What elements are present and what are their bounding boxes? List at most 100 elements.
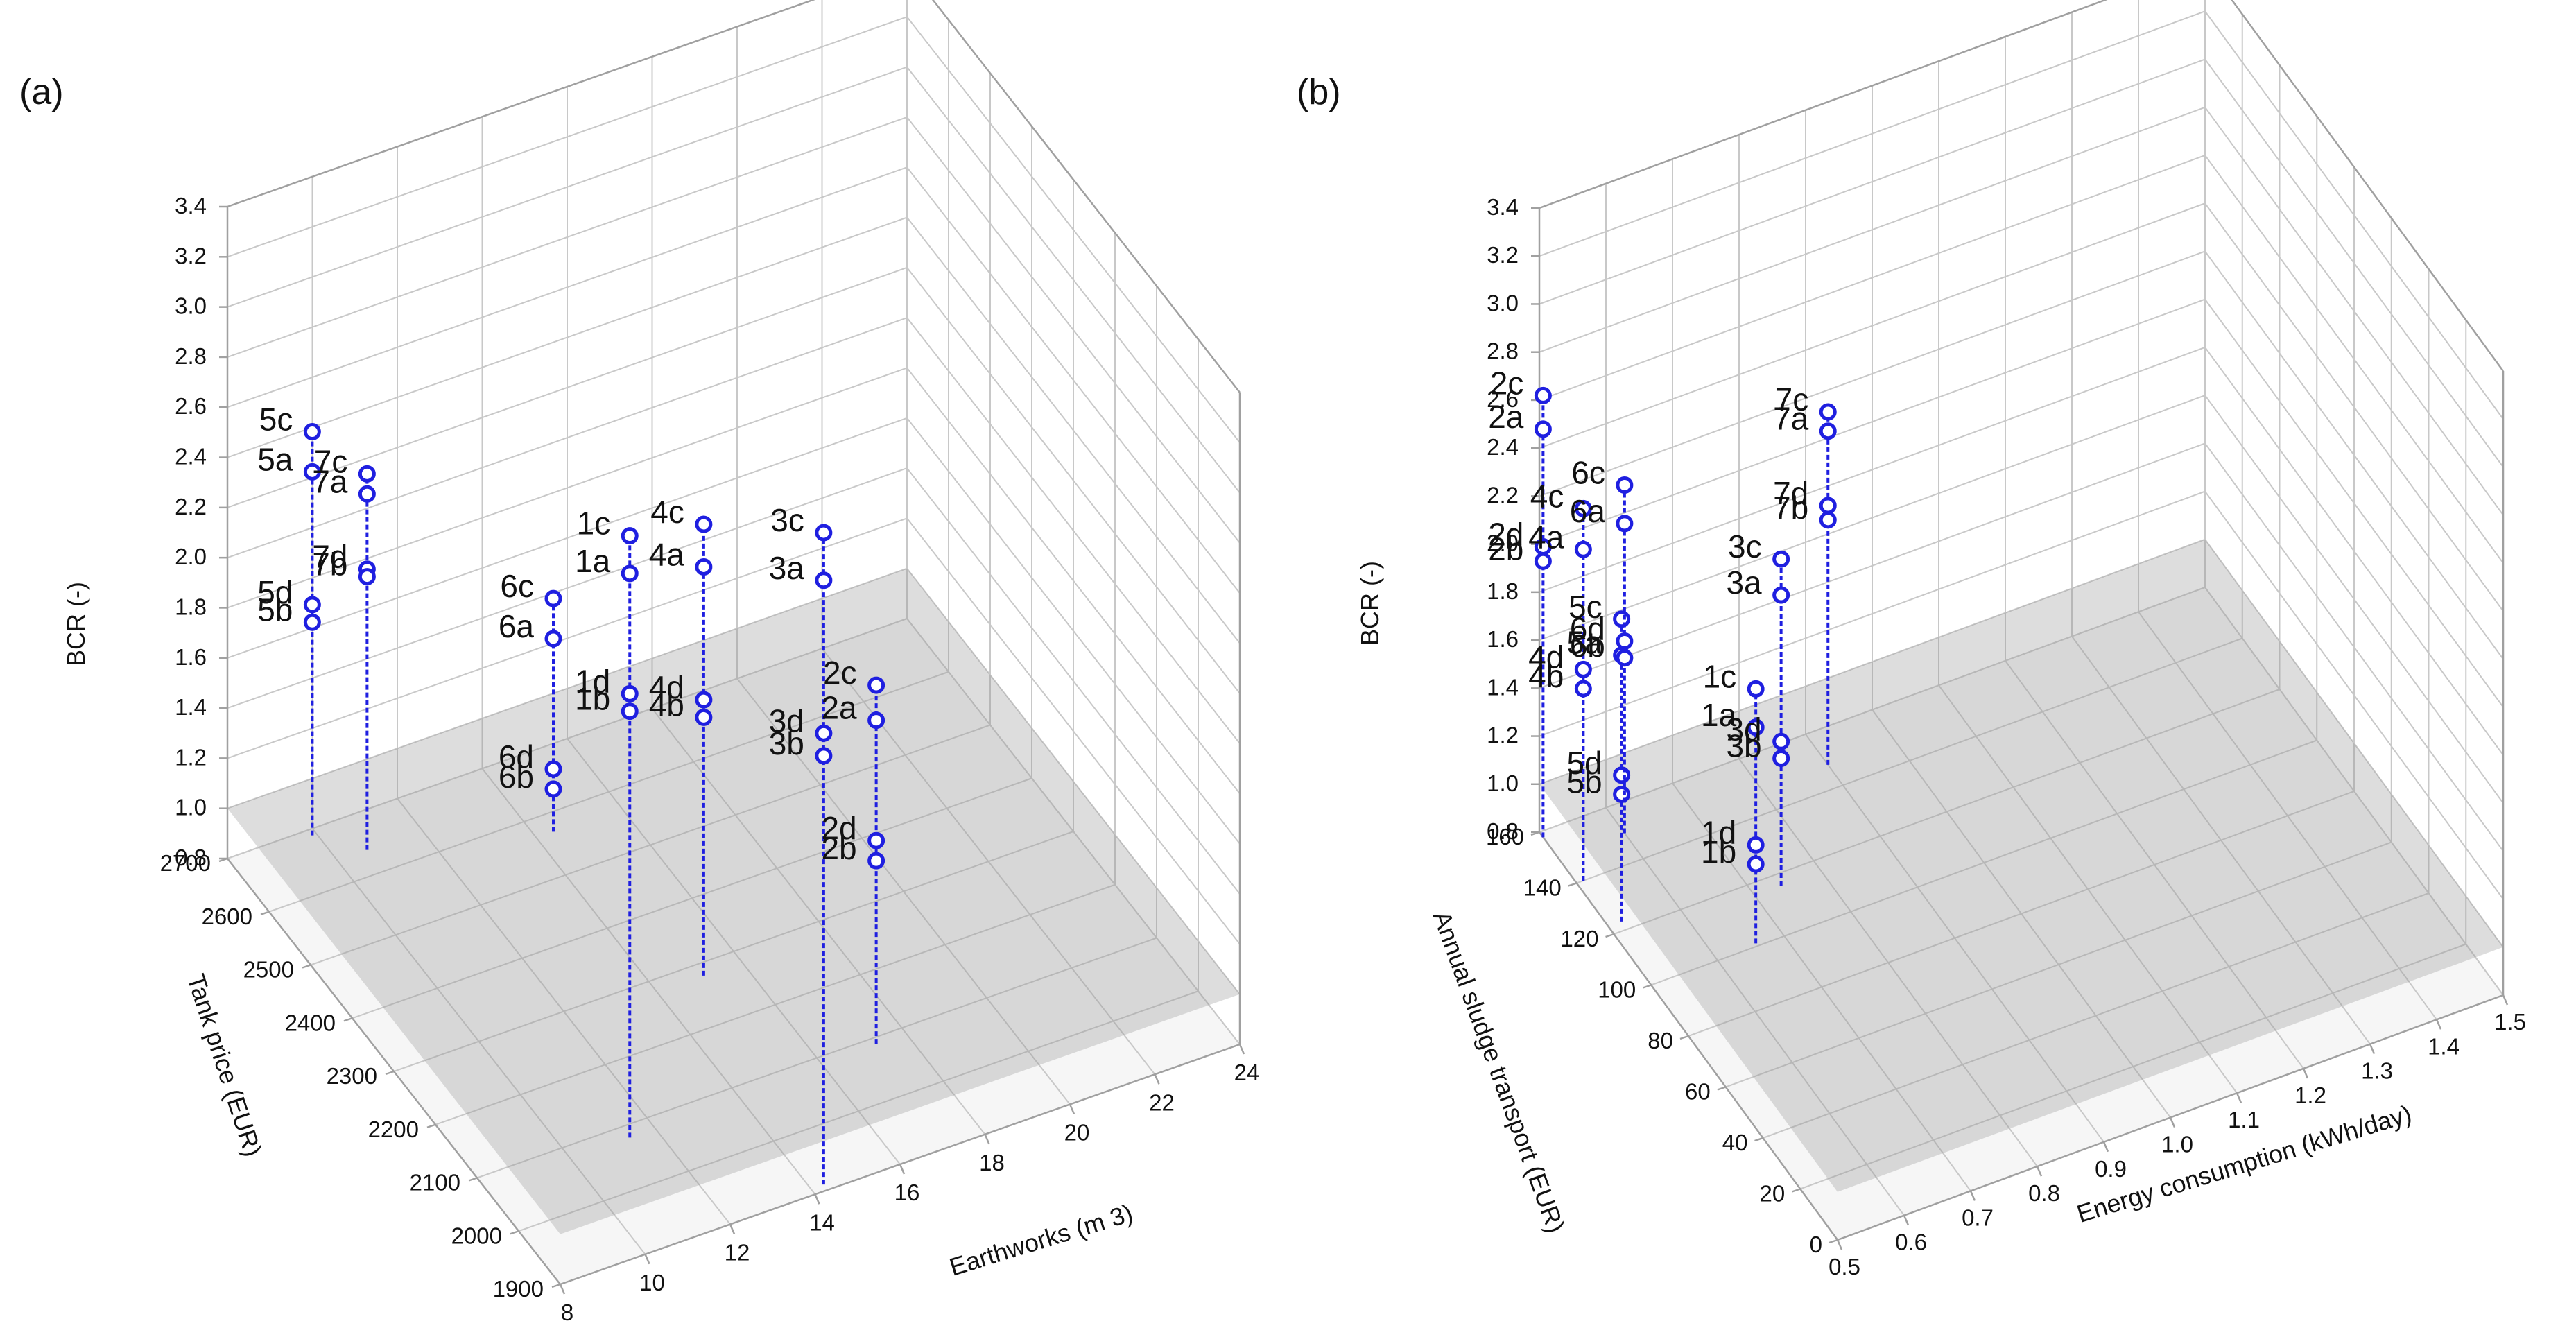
data-point-label: 1c [1703, 658, 1737, 694]
z-tick-label: 3.2 [175, 243, 207, 268]
side-wall-grid-line [906, 417, 1241, 845]
side-wall-grid-line [906, 317, 1241, 744]
back-wall-grid-line [227, 116, 908, 358]
data-point-label: 3c [770, 502, 804, 538]
back-wall-grid-line [227, 16, 908, 258]
x-tick-label: 22 [1149, 1089, 1175, 1115]
y-tick-mark [1568, 882, 1577, 887]
data-point-label: 5a [257, 441, 293, 477]
back-wall-grid-line [1539, 298, 2206, 545]
data-point-label: 7a [1773, 401, 1809, 437]
data-point-label: 1b [1701, 834, 1736, 870]
data-point [544, 780, 562, 798]
data-point [358, 568, 376, 586]
data-point [1616, 515, 1634, 533]
x-tick-mark [2502, 994, 2509, 1006]
x-tick-label: 8 [561, 1300, 573, 1325]
y-tick-mark [1754, 1137, 1763, 1142]
y-tick-mark [1829, 1239, 1838, 1244]
x-tick-label: 0.8 [2028, 1180, 2060, 1206]
side-wall-grid-line [2204, 202, 2504, 612]
data-point [1616, 632, 1634, 650]
data-point [544, 760, 562, 778]
x-tick-mark [899, 1164, 906, 1175]
y-tick-mark [343, 1017, 353, 1022]
x-tick-label: 10 [639, 1270, 665, 1295]
data-point-label: 6b [1570, 628, 1605, 664]
y-tick-mark [1642, 984, 1652, 989]
z-tick-label: 1.0 [1487, 770, 1519, 796]
data-point [303, 613, 321, 631]
x-tick-label: 1.0 [2161, 1132, 2193, 1157]
data-point [867, 831, 885, 849]
data-point-label: 2d [821, 810, 856, 846]
data-point [1747, 855, 1765, 873]
floor-grid-line [393, 831, 1074, 1072]
floor-grid-line [1799, 943, 2466, 1190]
floor-grid-line [1614, 689, 2280, 935]
data-point [544, 589, 562, 607]
x-tick-label: 1.5 [2494, 1009, 2526, 1035]
y-tick-mark [385, 1070, 395, 1076]
x-tick-label: 20 [1064, 1120, 1090, 1146]
side-wall-grid-line [2204, 250, 2504, 659]
data-point [1616, 649, 1634, 667]
data-point [815, 571, 833, 589]
data-point [1819, 422, 1837, 440]
back-wall-grid-line [227, 66, 908, 308]
back-wall-grid-line [1539, 58, 2206, 305]
side-wall-grid-line [2204, 442, 2504, 852]
x-tick-mark [2369, 1044, 2376, 1055]
data-point-label: 2a [821, 690, 857, 726]
floor-grid-line [1725, 841, 2392, 1088]
x-tick-mark [1836, 1239, 1843, 1250]
back-wall-grid-line [227, 216, 908, 458]
side-wall-grid-line [2204, 10, 2504, 420]
data-point-label: 4a [649, 537, 685, 573]
back-wall-grid-line [227, 317, 908, 559]
side-wall-grid-line [2204, 587, 2504, 996]
data-point-label: 4a [1528, 519, 1564, 555]
x-tick-label: 18 [979, 1150, 1005, 1175]
data-point [1747, 718, 1765, 736]
z-tick-label: 1.4 [175, 694, 207, 720]
data-point [1574, 680, 1592, 698]
back-wall-grid-line [1539, 490, 2206, 737]
data-point-label: 4c [1530, 478, 1564, 514]
x-tick-label: 0.9 [2095, 1156, 2127, 1182]
data-point [1747, 680, 1765, 698]
x-tick-label: 0.5 [1829, 1254, 1860, 1279]
side-wall-grid-line [906, 367, 1241, 795]
x-tick-label: 14 [809, 1209, 835, 1235]
z-tick-label: 1.6 [175, 644, 207, 670]
reference-plane [1539, 539, 2503, 1192]
data-point-label: 5d [1566, 745, 1602, 781]
data-point-label: 2b [821, 830, 856, 866]
data-point [695, 515, 713, 533]
x-tick-label: 24 [1234, 1060, 1260, 1085]
back-wall-grid-line [1539, 538, 2206, 785]
data-point-label: 4b [649, 687, 684, 723]
data-point [1772, 586, 1790, 604]
data-point-label: 3a [769, 550, 805, 586]
back-wall-grid-line [1539, 395, 2206, 641]
data-point [1772, 550, 1790, 568]
z-tick-label: 1.0 [175, 795, 207, 820]
z-tick-label: 2.4 [1487, 434, 1519, 460]
data-point [1613, 766, 1631, 784]
back-wall-grid-line [1539, 587, 2206, 833]
side-wall-grid-line [2204, 490, 2504, 900]
x-tick-mark [2169, 1117, 2176, 1128]
side-wall-grid-line [2204, 107, 2504, 516]
y-tick-label: 80 [1648, 1028, 1673, 1053]
x-tick-mark [2102, 1141, 2109, 1153]
data-point-label: 5b [1566, 764, 1602, 800]
y-tick-mark [1605, 933, 1614, 938]
data-point [1574, 660, 1592, 678]
x-tick-mark [1903, 1215, 1910, 1226]
box-top-edge [227, 0, 815, 208]
panel-label: (a) [19, 72, 64, 112]
z-tick-label: 2.2 [1487, 482, 1519, 508]
z-tick-label: 2.0 [1487, 531, 1519, 556]
data-point-label: 7a [312, 463, 348, 499]
